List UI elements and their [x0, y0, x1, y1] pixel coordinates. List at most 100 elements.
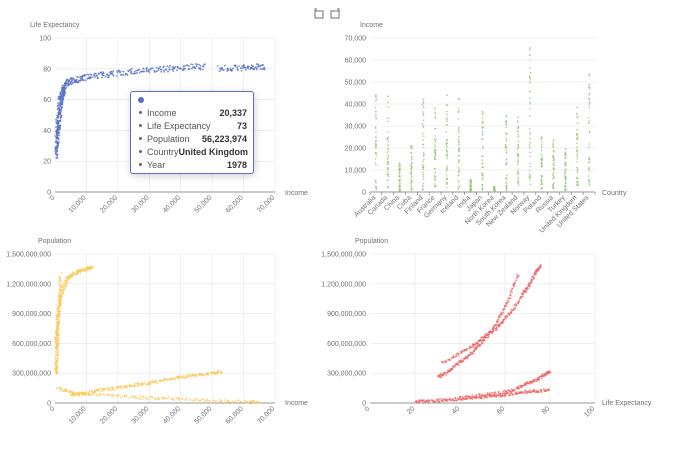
data-point	[460, 399, 463, 401]
tooltip-row-year: Year 1978	[137, 158, 247, 171]
data-point	[56, 366, 59, 369]
data-point	[462, 360, 465, 362]
data-point-max	[493, 185, 496, 188]
data-point	[110, 72, 112, 75]
data-point	[386, 131, 389, 133]
data-point	[255, 66, 257, 68]
data-point	[246, 66, 249, 69]
data-point	[374, 96, 377, 98]
data-point	[564, 181, 567, 184]
data-point	[375, 182, 377, 184]
data-point	[234, 65, 237, 68]
data-point	[446, 186, 448, 189]
data-point	[155, 381, 158, 384]
data-point	[535, 389, 538, 392]
data-point	[440, 374, 443, 377]
data-point	[552, 187, 554, 189]
data-point	[98, 388, 101, 391]
data-point	[487, 336, 490, 339]
data-point	[565, 164, 567, 167]
data-point	[399, 182, 401, 185]
data-point	[56, 108, 59, 111]
data-point	[478, 340, 481, 343]
data-point	[505, 151, 508, 154]
data-point	[476, 342, 479, 344]
data-point	[513, 389, 515, 391]
data-point	[72, 391, 74, 393]
data-point	[54, 135, 56, 137]
data-point	[136, 396, 139, 399]
data-point	[505, 182, 508, 185]
data-point	[54, 358, 57, 360]
data-point	[220, 400, 223, 403]
data-point	[480, 336, 483, 339]
data-point	[552, 169, 555, 171]
data-point	[58, 304, 61, 307]
data-point	[410, 168, 412, 171]
data-point	[159, 380, 162, 383]
data-point	[399, 180, 401, 182]
data-point	[172, 399, 175, 401]
data-point	[552, 143, 554, 146]
data-point	[57, 333, 60, 336]
data-point	[182, 375, 185, 377]
data-point-max	[410, 145, 413, 147]
data-point	[517, 157, 519, 160]
data-point	[65, 86, 68, 89]
data-point	[121, 387, 124, 390]
data-point	[505, 139, 508, 142]
data-point	[148, 71, 151, 74]
data-point	[564, 172, 566, 174]
data-point	[421, 123, 424, 125]
data-point	[457, 129, 460, 132]
data-point	[167, 379, 169, 381]
save-icon[interactable]	[329, 8, 341, 22]
data-point	[56, 350, 59, 352]
data-point	[427, 401, 430, 403]
data-point	[57, 336, 60, 339]
data-point	[58, 321, 60, 323]
data-point	[76, 392, 79, 395]
data-point	[216, 65, 219, 67]
data-point	[434, 400, 436, 403]
data-point	[531, 278, 533, 281]
data-point	[507, 301, 510, 303]
data-point	[224, 64, 226, 67]
data-point	[173, 67, 175, 70]
data-point	[438, 400, 441, 403]
data-point	[445, 148, 448, 151]
data-point	[73, 271, 75, 274]
data-point	[576, 172, 579, 174]
data-point	[60, 297, 62, 300]
data-point-max	[529, 47, 531, 49]
data-point	[64, 282, 67, 285]
data-point	[108, 386, 111, 389]
data-point	[59, 303, 61, 305]
data-point	[160, 396, 163, 399]
data-point	[374, 151, 377, 154]
data-point	[205, 373, 208, 376]
data-point	[446, 150, 448, 152]
data-point	[374, 162, 377, 164]
data-point	[262, 64, 264, 66]
data-point	[537, 391, 540, 393]
data-point	[117, 394, 120, 396]
data-point	[187, 68, 190, 70]
data-point	[540, 188, 543, 190]
restore-icon[interactable]	[313, 8, 325, 22]
data-point	[255, 401, 258, 403]
data-point	[136, 72, 139, 74]
data-point	[525, 288, 528, 291]
data-point-max	[398, 162, 401, 165]
data-point	[434, 140, 437, 143]
data-point	[433, 158, 436, 161]
data-point	[588, 83, 591, 86]
data-point	[57, 138, 60, 141]
data-point	[422, 168, 425, 171]
data-point	[165, 378, 168, 381]
data-point	[184, 64, 187, 67]
data-point	[486, 394, 489, 397]
data-point	[422, 171, 424, 173]
data-point	[142, 383, 145, 386]
